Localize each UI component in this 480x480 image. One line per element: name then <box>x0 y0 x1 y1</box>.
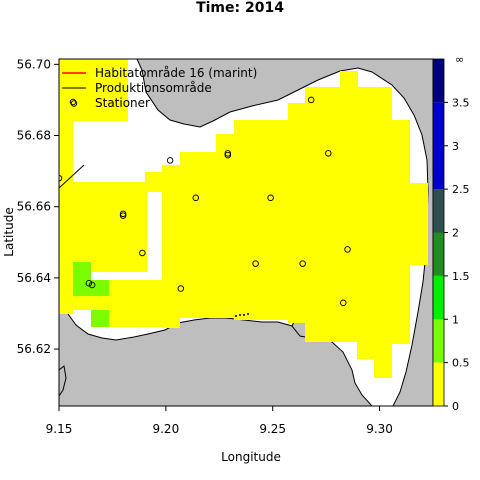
heatmap-cell <box>59 262 73 304</box>
colorbar-band <box>433 232 444 276</box>
x-tick-label: 9.15 <box>46 422 73 436</box>
station-marker <box>139 249 146 257</box>
heatmap-cell <box>109 280 162 327</box>
heatmap-cell <box>92 182 147 272</box>
heatmap-cell <box>73 62 128 71</box>
colorbar-tick-label: 3 <box>452 140 459 153</box>
map-panel <box>59 59 433 406</box>
legend-station-label: Stationer <box>95 96 150 110</box>
heatmap-cell <box>288 103 306 323</box>
y-tick-label: 56.70 <box>17 57 51 71</box>
colorbar-band <box>433 275 444 320</box>
colorbar-tick-label: 2 <box>452 227 459 240</box>
heatmap-cell <box>145 172 163 182</box>
heatmap-cell <box>59 296 73 314</box>
legend-production-label: Produktionsområde <box>95 81 212 95</box>
legend-habitat-label: Habitatområde 16 (marint) <box>95 66 257 80</box>
station-marker <box>307 96 315 104</box>
heatmap-cell <box>305 87 340 342</box>
station-marker <box>224 151 232 159</box>
colorbar-band <box>433 102 444 190</box>
colorbar-band <box>433 59 444 103</box>
heatmap-cell <box>91 280 109 296</box>
colorbar-band <box>433 362 444 406</box>
x-tick-label: 9.30 <box>366 422 393 436</box>
y-tick-label: 56.62 <box>17 342 51 356</box>
station-marker <box>299 260 306 267</box>
heatmap-cell <box>216 134 235 318</box>
production-area-line <box>59 164 85 189</box>
heatmap-cell <box>340 71 358 342</box>
y-tick-label: 56.66 <box>17 200 51 214</box>
y-tick-label: 56.64 <box>17 271 51 285</box>
heatmap-cell <box>180 152 216 318</box>
heatmap-cell <box>234 120 289 320</box>
colorbar-band <box>433 189 444 233</box>
heatmap-cell <box>73 71 95 119</box>
station-marker <box>166 157 174 164</box>
heatmap-cells <box>59 59 428 378</box>
colorbar-tick-label: 0 <box>452 400 459 413</box>
station-marker <box>344 246 351 253</box>
station-marker <box>70 100 78 107</box>
colorbar-tick-label: 3.5 <box>452 96 470 109</box>
colorbar-band <box>433 319 444 363</box>
x-axis: 9.15 9.20 9.25 9.30 <box>46 406 393 436</box>
station-marker <box>325 150 332 157</box>
heatmap-cell <box>357 87 375 359</box>
station-marker <box>192 194 200 202</box>
x-tick-label: 9.25 <box>259 422 286 436</box>
station-marker <box>224 150 232 157</box>
colorbar-tick-label: 1 <box>452 313 459 326</box>
heatmap-cell <box>374 87 392 378</box>
heatmap-cell <box>410 183 428 265</box>
heatmap-cell <box>392 120 410 344</box>
station-marker <box>85 279 93 287</box>
heatmap-cell <box>73 262 91 280</box>
colorbar-tick-label: 1.5 <box>452 270 470 283</box>
station-marker <box>119 210 127 218</box>
station-markers <box>59 96 351 307</box>
heatmap-cell <box>91 310 109 327</box>
southwest-land <box>59 365 67 397</box>
heatmap-cell <box>91 296 109 310</box>
heatmap-cell <box>73 296 91 310</box>
plot-title: Time: 2014 <box>196 0 284 16</box>
colorbar-tick-label: 2.5 <box>452 183 470 196</box>
station-marker <box>177 285 185 292</box>
station-marker <box>119 212 127 219</box>
y-tick-label: 56.68 <box>17 129 51 143</box>
x-axis-label: Longitude <box>221 450 281 464</box>
heatmap-cell <box>59 120 73 186</box>
station-marker <box>339 299 347 307</box>
station-marker <box>252 260 259 267</box>
islets <box>235 313 249 317</box>
colorbar-inf-label: ∞ <box>455 53 464 66</box>
legend: Habitatområde 16 (marint) Produktionsomr… <box>62 66 257 110</box>
colorbar-tick-label: 0.5 <box>452 357 470 370</box>
colorbar: 0 0.5 1 1.5 2 2.5 3 3.5 <box>432 58 470 413</box>
y-axis: 56.62 56.64 56.66 56.68 56.70 <box>17 57 59 356</box>
station-marker <box>267 194 274 202</box>
heatmap-cell <box>162 165 180 328</box>
legend-station-marker <box>69 98 77 106</box>
x-tick-label: 9.20 <box>152 422 179 436</box>
heatmap-cell <box>147 182 162 192</box>
station-marker <box>88 281 96 289</box>
y-axis-label: Latitude <box>2 207 16 256</box>
